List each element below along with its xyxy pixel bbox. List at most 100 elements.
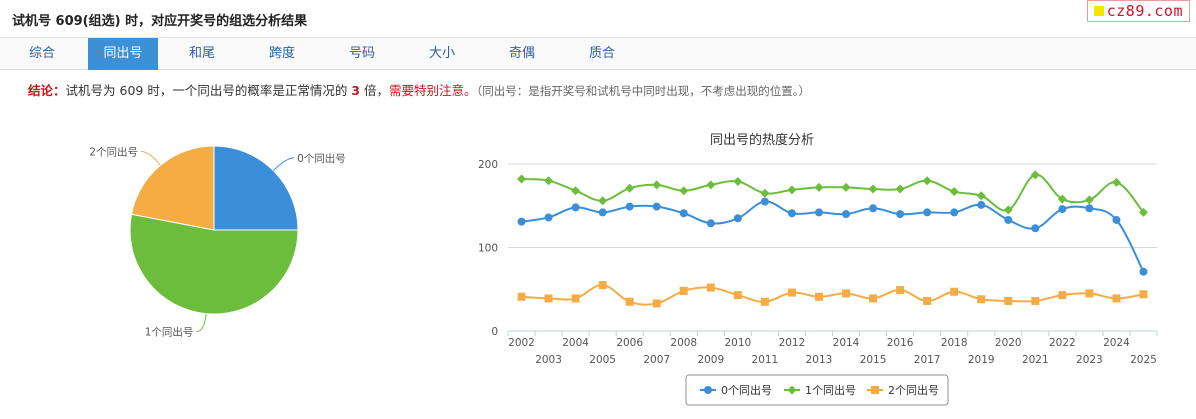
data-point[interactable] <box>977 295 986 304</box>
data-point[interactable] <box>923 296 932 305</box>
legend-item[interactable]: 0个同出号 <box>700 383 772 397</box>
data-point[interactable] <box>814 292 823 301</box>
data-point[interactable] <box>977 200 986 209</box>
tab-size[interactable]: 大小 <box>428 46 455 61</box>
legend-label: 2个同出号 <box>888 383 939 397</box>
pie-slice[interactable] <box>213 145 299 231</box>
data-point[interactable] <box>814 182 824 192</box>
conclusion-label: 结论： <box>28 83 66 98</box>
data-point[interactable] <box>949 187 959 197</box>
data-point[interactable] <box>517 174 527 184</box>
data-point[interactable] <box>704 386 712 394</box>
data-point[interactable] <box>733 291 742 300</box>
data-point[interactable] <box>895 184 905 194</box>
data-point[interactable] <box>1111 177 1121 187</box>
pie-slice[interactable] <box>129 213 299 315</box>
data-point[interactable] <box>1030 170 1040 180</box>
data-point[interactable] <box>814 208 823 217</box>
legend-item[interactable]: 2个同出号 <box>867 383 939 397</box>
tab-span[interactable]: 跨度 <box>268 46 295 61</box>
tab-odd-even[interactable]: 奇偶 <box>508 46 535 61</box>
data-point[interactable] <box>1031 296 1040 305</box>
x-tick-label: 2003 <box>535 354 562 366</box>
tab-prime-composite[interactable]: 质合 <box>588 46 615 61</box>
data-point[interactable] <box>706 283 715 292</box>
x-tick-label: 2016 <box>887 337 914 349</box>
data-point[interactable] <box>598 281 607 290</box>
data-point[interactable] <box>976 191 986 201</box>
data-point[interactable] <box>733 177 743 187</box>
data-point[interactable] <box>1139 290 1148 299</box>
data-point[interactable] <box>706 219 715 228</box>
data-point[interactable] <box>571 186 581 196</box>
data-point[interactable] <box>517 292 526 301</box>
x-tick-label: 2025 <box>1130 354 1157 366</box>
data-point[interactable] <box>871 386 879 394</box>
data-point[interactable] <box>1057 194 1067 204</box>
data-point[interactable] <box>1004 215 1013 224</box>
data-point[interactable] <box>1112 294 1121 303</box>
data-point[interactable] <box>868 184 878 194</box>
data-point[interactable] <box>1085 204 1094 213</box>
data-point[interactable] <box>625 297 634 306</box>
data-point[interactable] <box>950 287 959 296</box>
data-point[interactable] <box>571 203 580 212</box>
data-point[interactable] <box>787 385 797 395</box>
data-point[interactable] <box>652 202 661 211</box>
data-point[interactable] <box>760 197 769 206</box>
data-point[interactable] <box>598 208 607 217</box>
data-point[interactable] <box>1004 296 1013 305</box>
data-point[interactable] <box>787 185 797 195</box>
data-point[interactable] <box>1058 205 1067 214</box>
data-point[interactable] <box>1058 291 1067 300</box>
data-point[interactable] <box>625 183 635 193</box>
data-point[interactable] <box>869 294 878 303</box>
data-point[interactable] <box>1139 267 1148 276</box>
tab-numbers[interactable]: 号码 <box>348 46 375 61</box>
data-point[interactable] <box>598 196 608 206</box>
data-point[interactable] <box>544 213 553 222</box>
x-tick-label: 2020 <box>995 337 1022 349</box>
data-point[interactable] <box>679 186 689 196</box>
data-point[interactable] <box>760 188 770 198</box>
data-point[interactable] <box>1084 195 1094 205</box>
data-point[interactable] <box>1138 207 1148 217</box>
data-point[interactable] <box>679 286 688 295</box>
conclusion-note: （同出号：是指开奖号和试机号中同时出现，不考虑出现的位置。） <box>476 84 811 98</box>
data-point[interactable] <box>544 176 554 186</box>
data-point[interactable] <box>841 182 851 192</box>
data-point[interactable] <box>652 180 662 190</box>
data-point[interactable] <box>869 204 878 213</box>
x-tick-label: 2004 <box>562 337 589 349</box>
legend-label: 0个同出号 <box>721 383 772 397</box>
data-point[interactable] <box>652 299 661 308</box>
data-point[interactable] <box>922 176 932 186</box>
pie-slice[interactable] <box>130 145 215 231</box>
data-point[interactable] <box>1031 224 1040 233</box>
data-point[interactable] <box>544 294 553 303</box>
data-point[interactable] <box>950 208 959 217</box>
data-point[interactable] <box>787 288 796 297</box>
data-point[interactable] <box>923 208 932 217</box>
brand-logo[interactable]: cz89.com <box>1086 0 1190 22</box>
tab-common-numbers[interactable]: 同出号 <box>88 38 158 70</box>
data-point[interactable] <box>571 294 580 303</box>
data-point[interactable] <box>842 210 851 219</box>
data-point[interactable] <box>760 297 769 306</box>
data-point[interactable] <box>1085 289 1094 298</box>
legend-item[interactable]: 1个同出号 <box>784 383 856 397</box>
data-point[interactable] <box>787 209 796 218</box>
data-point[interactable] <box>679 209 688 218</box>
tab-summary[interactable]: 综合 <box>28 46 55 61</box>
y-tick-label: 0 <box>491 326 498 338</box>
data-point[interactable] <box>896 286 905 295</box>
tab-sum-tail[interactable]: 和尾 <box>188 46 215 61</box>
data-point[interactable] <box>733 214 742 223</box>
data-point[interactable] <box>1112 215 1121 224</box>
data-point[interactable] <box>896 210 905 219</box>
data-point[interactable] <box>706 180 716 190</box>
data-point[interactable] <box>842 289 851 298</box>
data-point[interactable] <box>625 202 634 211</box>
data-point[interactable] <box>517 217 526 226</box>
data-point[interactable] <box>1003 205 1013 215</box>
